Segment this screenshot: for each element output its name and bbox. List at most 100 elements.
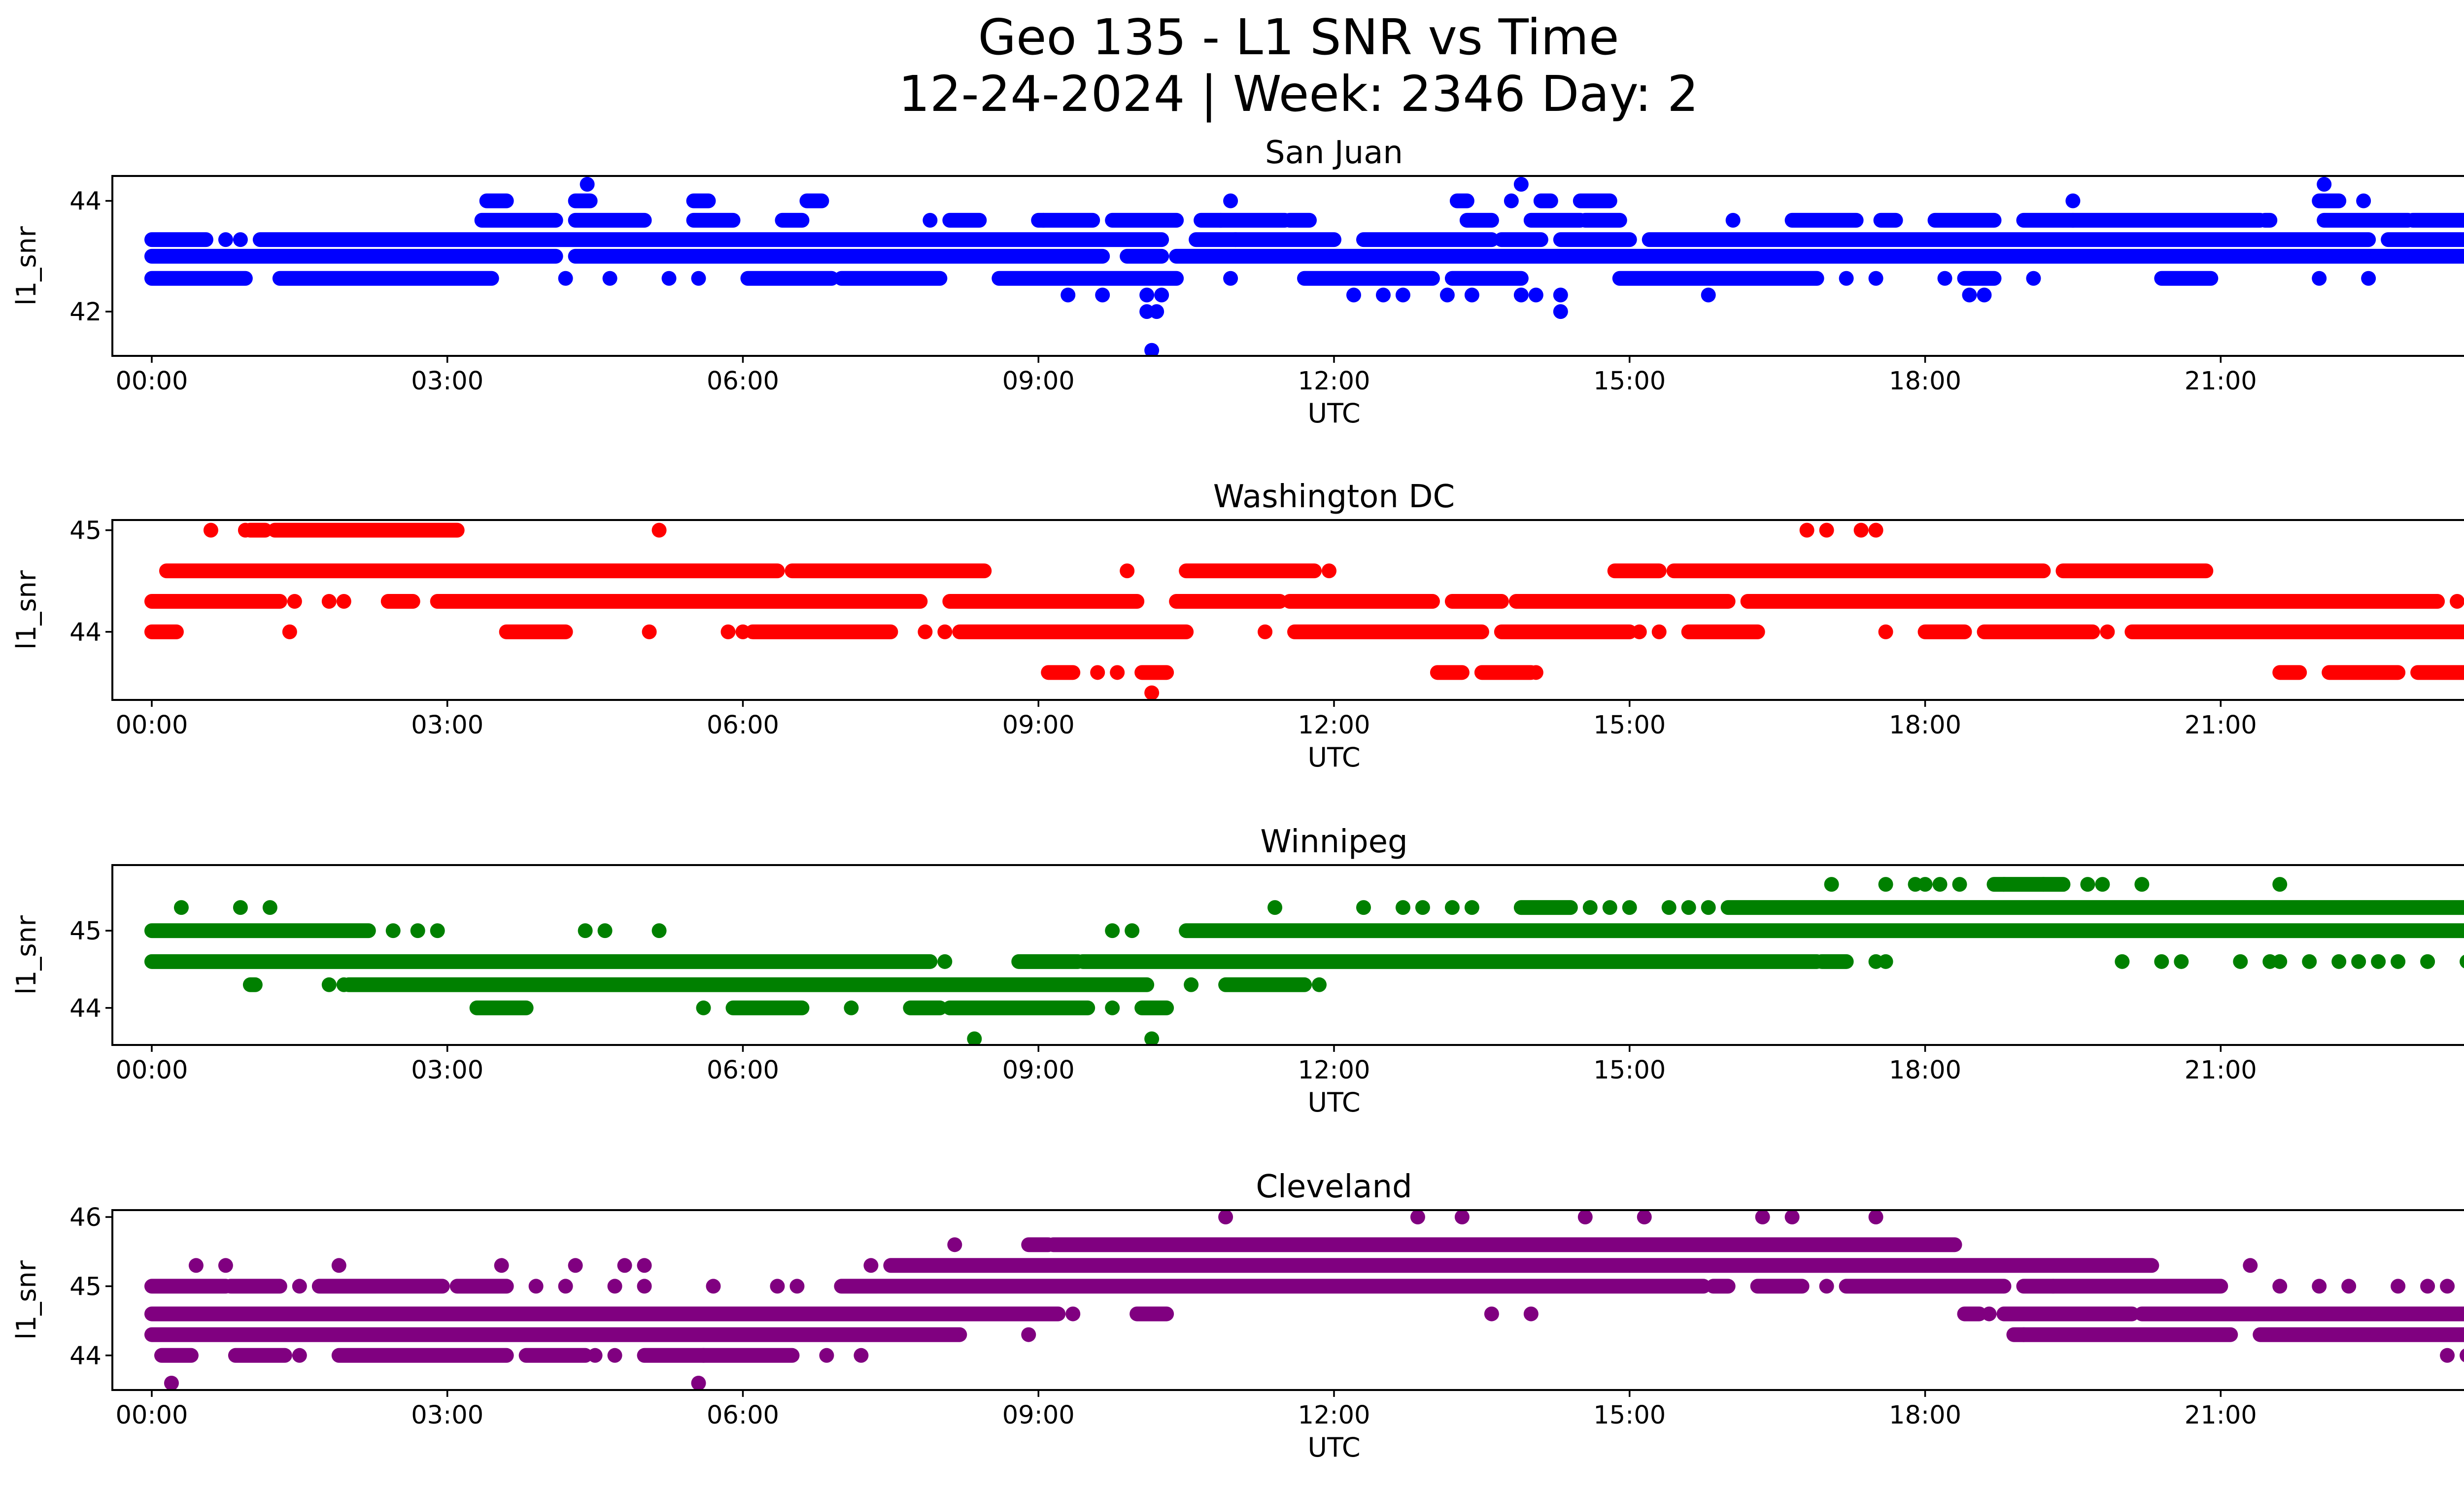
data-point — [1661, 900, 1677, 915]
x-axis-label: UTC — [1307, 398, 1360, 429]
data-point — [494, 1258, 509, 1273]
data-point — [1218, 1210, 1233, 1225]
data-point — [1267, 900, 1283, 915]
data-point — [385, 923, 401, 939]
data-point — [1632, 624, 1647, 639]
data-point — [1395, 900, 1410, 915]
data-point — [1223, 193, 1238, 209]
data-point — [597, 923, 613, 939]
data-point — [1868, 271, 1883, 286]
data-point — [617, 1258, 632, 1273]
data-point — [218, 1258, 233, 1273]
data-point — [1582, 900, 1598, 915]
y-tick-label: 42 — [69, 298, 102, 327]
data-point — [696, 1000, 711, 1015]
data-point — [651, 522, 667, 538]
x-tick-label: 00:00 — [115, 1401, 188, 1430]
x-tick-label: 15:00 — [1593, 1401, 1666, 1430]
data-point — [706, 1279, 721, 1294]
data-point — [2351, 954, 2366, 969]
x-tick-label: 09:00 — [1002, 367, 1075, 396]
scatter-series — [144, 1210, 2464, 1390]
figure-title-line2: 12-24-2024 | Week: 2346 Day: 2 — [898, 65, 1698, 123]
x-tick-label: 03:00 — [411, 367, 483, 396]
x-tick-label: 09:00 — [1002, 1056, 1075, 1085]
data-point — [1356, 900, 1371, 915]
data-point — [1839, 271, 1854, 286]
data-point — [1982, 1306, 1997, 1321]
data-point — [1110, 665, 1125, 680]
data-point — [1553, 304, 1568, 319]
data-point — [233, 900, 248, 915]
data-point — [1651, 624, 1667, 639]
data-point — [1784, 1210, 1800, 1225]
x-tick-label: 18:00 — [1889, 1056, 1961, 1085]
data-point — [1799, 522, 1814, 538]
data-point — [2080, 877, 2095, 892]
data-point — [602, 271, 617, 286]
data-point — [1095, 287, 1110, 303]
data-point — [1322, 563, 1337, 579]
data-point — [1258, 624, 1273, 639]
data-point — [2272, 954, 2288, 969]
data-point — [164, 1375, 179, 1390]
x-tick-label: 21:00 — [2185, 1401, 2257, 1430]
data-point — [1622, 900, 1637, 915]
y-axis-label: l1_snr — [11, 226, 42, 306]
data-point — [1513, 176, 1529, 192]
data-point — [410, 923, 425, 939]
subplot-cleveland: Cleveland 00:00 03:00 06:00 09:00 12:00 15:00 1… — [11, 1169, 2464, 1463]
data-point — [1312, 977, 1327, 992]
data-point — [2440, 1279, 2455, 1294]
x-tick-label: 03:00 — [411, 1056, 483, 1085]
data-point — [331, 1258, 346, 1273]
data-point — [637, 1279, 652, 1294]
data-point — [218, 232, 233, 247]
data-point — [292, 1348, 307, 1363]
data-point — [661, 271, 677, 286]
data-point — [2440, 1348, 2455, 1363]
data-point — [691, 271, 706, 286]
x-tick-label: 21:00 — [2185, 711, 2257, 740]
y-axis-label: l1_snr — [11, 915, 42, 995]
data-point — [1528, 665, 1543, 680]
x-tick-label: 18:00 — [1889, 367, 1961, 396]
data-point — [1523, 1306, 1539, 1321]
data-point — [947, 1237, 962, 1252]
data-point — [651, 923, 667, 939]
scatter-series — [144, 176, 2464, 356]
data-point — [578, 923, 593, 939]
data-point — [770, 1279, 785, 1294]
data-point — [568, 1258, 583, 1273]
x-tick-label: 03:00 — [411, 711, 483, 740]
data-point — [1932, 877, 1948, 892]
data-point — [430, 923, 445, 939]
x-tick-label: 12:00 — [1298, 367, 1370, 396]
scatter-series — [144, 877, 2464, 1045]
scatter-series — [144, 522, 2464, 700]
data-point — [937, 624, 953, 639]
data-point — [1484, 1306, 1499, 1321]
data-point — [1513, 287, 1529, 303]
x-tick-label: 06:00 — [707, 711, 779, 740]
data-point — [1036, 212, 1051, 228]
y-tick-label: 46 — [69, 1203, 102, 1232]
x-tick-label: 00:00 — [115, 1056, 188, 1085]
x-tick-label: 09:00 — [1002, 1401, 1075, 1430]
data-point — [2356, 193, 2371, 209]
x-tick-label: 12:00 — [1298, 1056, 1370, 1085]
data-point — [1868, 1210, 1883, 1225]
data-point — [528, 1279, 544, 1294]
y-axis-label: l1_snr — [11, 1260, 42, 1340]
data-point — [1819, 1279, 1834, 1294]
data-point — [2016, 1327, 2031, 1342]
data-point — [2450, 593, 2464, 609]
data-point — [607, 1279, 622, 1294]
data-point — [2460, 1349, 2464, 1362]
x-tick-label: 21:00 — [2185, 367, 2257, 396]
data-point — [937, 954, 953, 969]
x-axis-label: UTC — [1307, 1432, 1360, 1463]
y-tick-label: 44 — [69, 1342, 102, 1371]
data-point — [1184, 977, 1199, 992]
